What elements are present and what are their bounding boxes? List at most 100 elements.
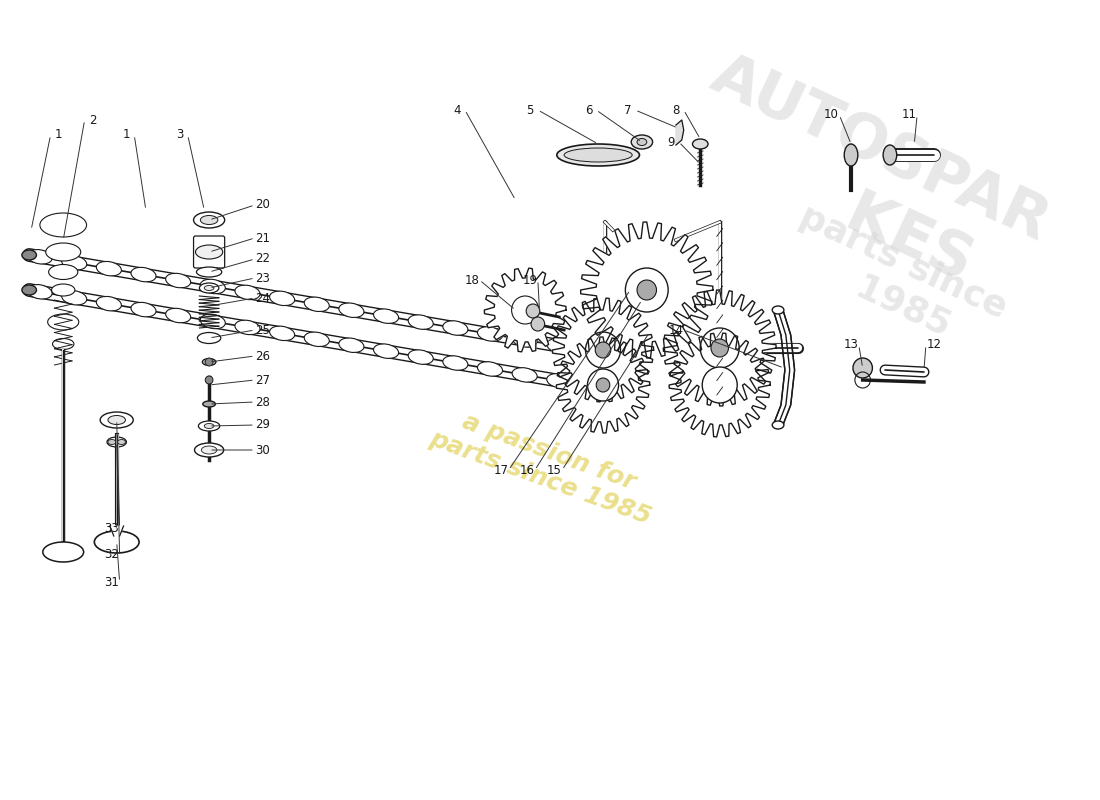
Ellipse shape (564, 148, 632, 162)
Circle shape (512, 296, 539, 324)
Circle shape (626, 268, 668, 312)
Ellipse shape (22, 250, 36, 260)
Ellipse shape (477, 362, 503, 376)
Ellipse shape (53, 338, 74, 350)
Ellipse shape (547, 374, 572, 388)
Polygon shape (557, 337, 650, 433)
Circle shape (637, 280, 657, 300)
Circle shape (702, 367, 737, 403)
Circle shape (596, 378, 609, 392)
Ellipse shape (108, 415, 125, 425)
Text: 18: 18 (464, 274, 480, 286)
Ellipse shape (108, 439, 115, 445)
Text: 27: 27 (255, 374, 271, 386)
Ellipse shape (198, 421, 220, 431)
Ellipse shape (883, 145, 896, 165)
Ellipse shape (443, 356, 468, 370)
Ellipse shape (62, 290, 87, 305)
Ellipse shape (28, 250, 52, 264)
Ellipse shape (197, 267, 222, 277)
Ellipse shape (374, 344, 398, 358)
Circle shape (595, 342, 610, 358)
Ellipse shape (374, 309, 398, 323)
Ellipse shape (166, 274, 190, 288)
Text: 22: 22 (255, 253, 271, 266)
Polygon shape (669, 333, 770, 437)
Ellipse shape (43, 542, 84, 562)
Ellipse shape (235, 285, 260, 300)
Ellipse shape (28, 285, 52, 299)
Text: 24: 24 (255, 291, 271, 305)
Ellipse shape (339, 338, 364, 353)
Ellipse shape (557, 144, 639, 166)
Text: 11: 11 (902, 109, 917, 122)
Polygon shape (552, 298, 653, 402)
Text: 14: 14 (669, 323, 683, 337)
Ellipse shape (270, 326, 295, 341)
Text: 6: 6 (585, 103, 592, 117)
Circle shape (587, 369, 618, 401)
Ellipse shape (131, 302, 156, 317)
Text: 20: 20 (255, 198, 270, 211)
Ellipse shape (205, 286, 214, 290)
Polygon shape (484, 268, 566, 352)
Ellipse shape (97, 297, 121, 311)
Circle shape (585, 332, 620, 368)
Ellipse shape (513, 368, 537, 382)
Text: 32: 32 (104, 549, 119, 562)
Text: 8: 8 (672, 103, 680, 117)
Text: 5: 5 (527, 103, 534, 117)
Ellipse shape (194, 212, 224, 228)
Ellipse shape (48, 265, 78, 279)
Ellipse shape (40, 213, 87, 237)
Text: 30: 30 (255, 443, 270, 457)
Polygon shape (663, 290, 777, 406)
Circle shape (852, 358, 872, 378)
Text: 12: 12 (926, 338, 942, 351)
Text: 23: 23 (255, 271, 270, 285)
Ellipse shape (62, 255, 87, 270)
Text: 1: 1 (123, 129, 130, 142)
Text: 1: 1 (55, 129, 62, 142)
Ellipse shape (166, 308, 190, 322)
Ellipse shape (408, 315, 433, 330)
Text: 16: 16 (519, 463, 535, 477)
Ellipse shape (408, 350, 433, 364)
FancyBboxPatch shape (194, 236, 224, 268)
Circle shape (701, 328, 739, 368)
Ellipse shape (305, 297, 329, 311)
Ellipse shape (100, 412, 133, 428)
Circle shape (711, 339, 728, 357)
Text: 21: 21 (255, 231, 271, 245)
Text: 31: 31 (104, 575, 119, 589)
Ellipse shape (772, 306, 784, 314)
Ellipse shape (199, 283, 219, 293)
Ellipse shape (637, 138, 647, 146)
Ellipse shape (47, 314, 79, 330)
Ellipse shape (205, 423, 214, 429)
Text: 33: 33 (104, 522, 119, 534)
Circle shape (531, 317, 544, 331)
Ellipse shape (201, 446, 217, 454)
Polygon shape (581, 222, 713, 358)
Ellipse shape (202, 401, 216, 407)
Circle shape (206, 376, 213, 384)
Ellipse shape (200, 279, 225, 294)
Text: 10: 10 (824, 109, 839, 122)
Ellipse shape (196, 245, 222, 259)
Ellipse shape (95, 531, 139, 553)
Text: a passion for
parts since 1985: a passion for parts since 1985 (426, 401, 663, 530)
Text: 28: 28 (255, 395, 270, 409)
Circle shape (206, 358, 213, 366)
Ellipse shape (200, 215, 218, 225)
Ellipse shape (22, 285, 36, 295)
Text: 17: 17 (494, 463, 508, 477)
Ellipse shape (305, 332, 329, 346)
Ellipse shape (547, 338, 572, 353)
Ellipse shape (631, 135, 652, 149)
Ellipse shape (107, 437, 126, 447)
Text: 13: 13 (844, 338, 858, 351)
Ellipse shape (46, 243, 80, 261)
Text: parts since
   1985: parts since 1985 (778, 199, 1012, 361)
Ellipse shape (97, 262, 121, 276)
